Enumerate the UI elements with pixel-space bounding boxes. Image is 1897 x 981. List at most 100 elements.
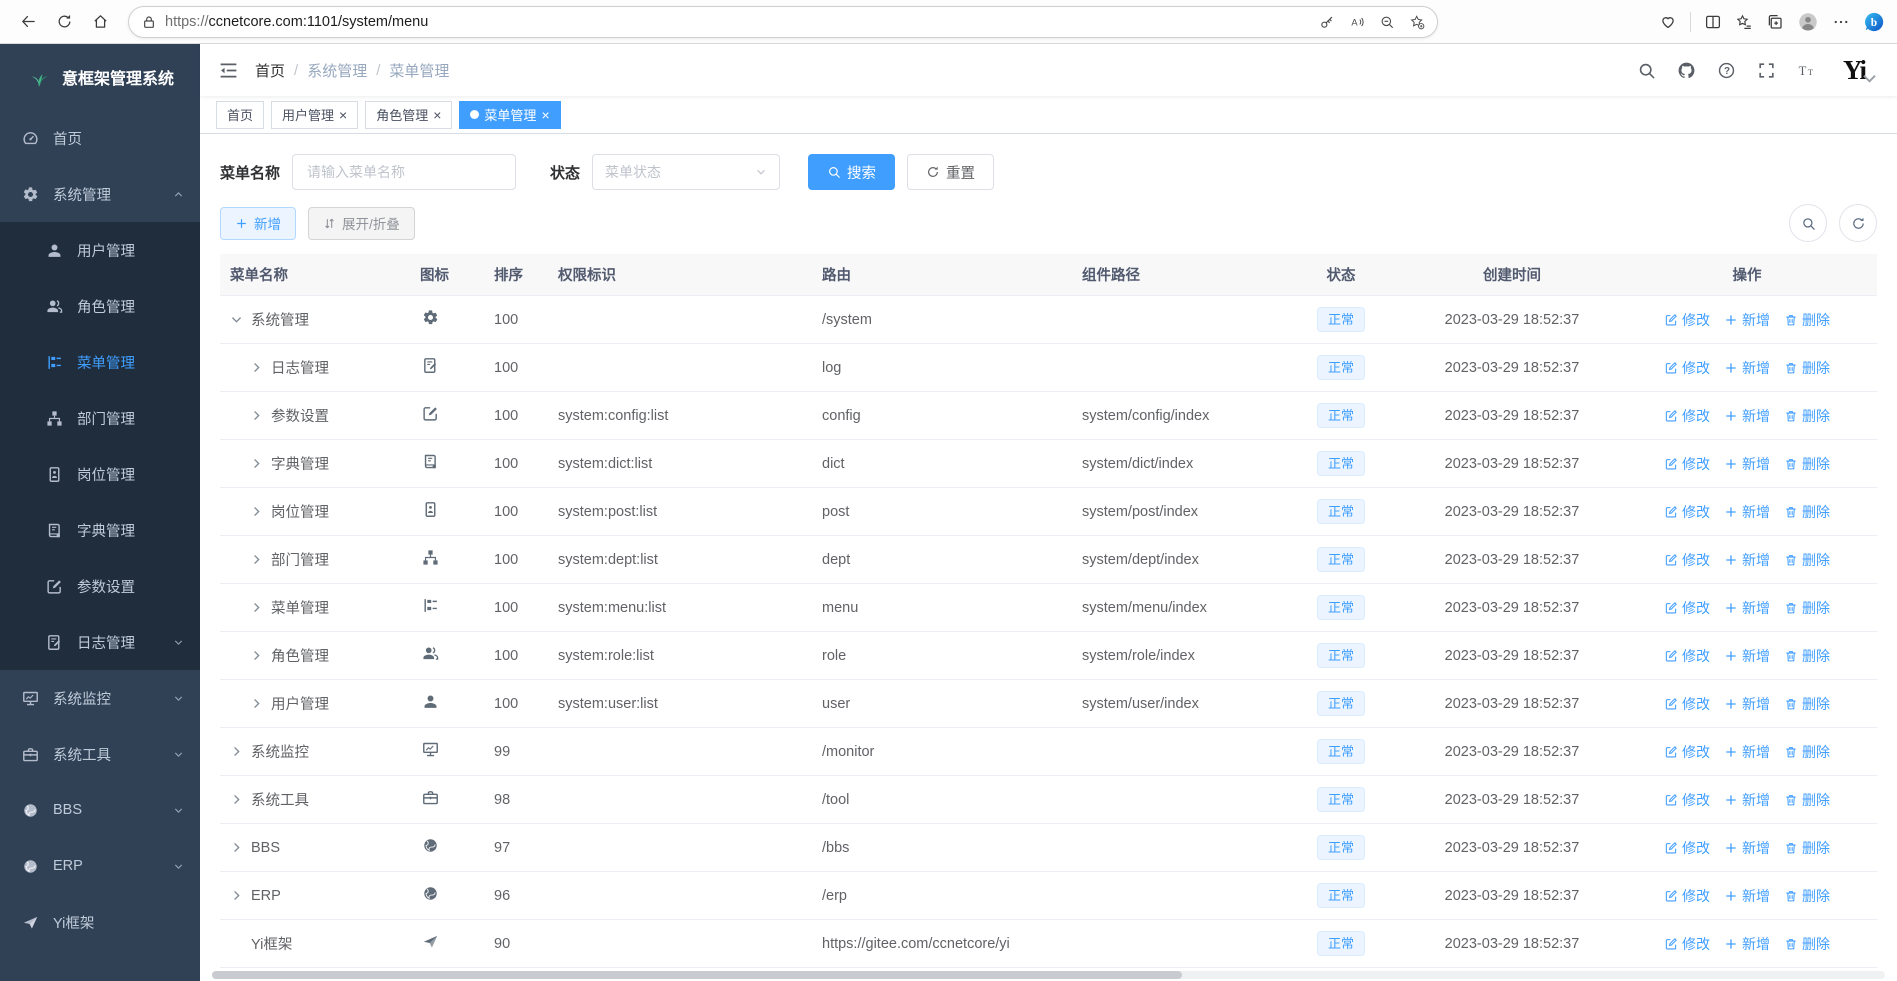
tab-menu[interactable]: 菜单管理 × [459,100,561,129]
profile-avatar-icon[interactable] [1797,11,1819,33]
search-button[interactable]: 搜索 [808,154,896,190]
row-action-delete[interactable]: 删除 [1784,598,1830,618]
app-logo[interactable]: 意框架管理系统 [0,44,200,110]
expand-arrow-icon[interactable] [250,361,263,374]
row-action-add[interactable]: 新增 [1724,406,1770,426]
row-action-edit[interactable]: 修改 [1664,838,1710,858]
expand-arrow-icon[interactable] [250,505,263,518]
sidebar-item-role[interactable]: 角色管理 [0,278,200,334]
row-action-edit[interactable]: 修改 [1664,598,1710,618]
split-screen-icon[interactable] [1704,13,1722,31]
refresh-table-button[interactable] [1839,204,1877,242]
row-action-add[interactable]: 新增 [1724,886,1770,906]
close-icon[interactable]: × [433,106,442,123]
expand-arrow-icon[interactable] [250,649,263,662]
address-bar[interactable]: https://ccnetcore.com:1101/system/menu A [128,5,1438,38]
sidebar-item-user[interactable]: 用户管理 [0,222,200,278]
row-action-edit[interactable]: 修改 [1664,406,1710,426]
tab-home[interactable]: 首页 [216,100,265,129]
expand-arrow-icon[interactable] [230,745,243,758]
row-action-add[interactable]: 新增 [1724,838,1770,858]
row-action-delete[interactable]: 删除 [1784,358,1830,378]
favorite-add-icon[interactable] [1409,14,1425,30]
breadcrumb-item[interactable]: 首页 [255,62,286,80]
expand-collapse-button[interactable]: 展开/折叠 [308,206,415,240]
fullscreen-icon[interactable] [1757,61,1776,80]
expand-arrow-icon[interactable] [250,553,263,566]
github-icon[interactable] [1677,61,1696,80]
expand-arrow-icon[interactable] [230,793,243,806]
tab-role[interactable]: 角色管理 × [365,100,453,129]
menu-name-input[interactable] [292,154,517,190]
row-action-delete[interactable]: 删除 [1784,838,1830,858]
sidebar-item-monitor[interactable]: 系统监控 [0,670,200,726]
sidebar-item-tool[interactable]: 系统工具 [0,726,200,782]
row-action-add[interactable]: 新增 [1724,502,1770,522]
sidebar-item-yi[interactable]: Yi框架 [0,894,200,950]
show-search-toggle-button[interactable] [1789,204,1827,242]
row-action-add[interactable]: 新增 [1724,694,1770,714]
row-action-delete[interactable]: 删除 [1784,310,1830,330]
row-action-delete[interactable]: 删除 [1784,406,1830,426]
user-avatar-menu[interactable]: Yi [1843,56,1879,84]
row-action-add[interactable]: 新增 [1724,550,1770,570]
read-aloud-icon[interactable]: A [1349,14,1365,30]
row-action-edit[interactable]: 修改 [1664,358,1710,378]
row-action-delete[interactable]: 删除 [1784,790,1830,810]
expand-arrow-icon[interactable] [250,697,263,710]
row-action-delete[interactable]: 删除 [1784,934,1830,954]
collapse-arrow-icon[interactable] [230,313,243,326]
favorites-icon[interactable] [1735,13,1753,31]
row-action-add[interactable]: 新增 [1724,454,1770,474]
browser-essentials-icon[interactable] [1659,13,1677,31]
row-action-edit[interactable]: 修改 [1664,646,1710,666]
row-action-edit[interactable]: 修改 [1664,694,1710,714]
add-button[interactable]: 新增 [220,206,296,240]
row-action-delete[interactable]: 删除 [1784,550,1830,570]
sidebar-item-home[interactable]: 首页 [0,110,200,166]
row-action-delete[interactable]: 删除 [1784,742,1830,762]
key-icon[interactable] [1319,14,1335,30]
row-action-add[interactable]: 新增 [1724,646,1770,666]
hamburger-icon[interactable] [218,60,239,81]
row-action-edit[interactable]: 修改 [1664,742,1710,762]
row-action-edit[interactable]: 修改 [1664,790,1710,810]
close-icon[interactable]: × [541,106,550,123]
sidebar-item-menu[interactable]: 菜单管理 [0,334,200,390]
sidebar-item-dept[interactable]: 部门管理 [0,390,200,446]
header-search-icon[interactable] [1637,61,1656,80]
close-icon[interactable]: × [339,106,348,123]
row-action-add[interactable]: 新增 [1724,358,1770,378]
expand-arrow-icon[interactable] [230,841,243,854]
expand-arrow-icon[interactable] [250,457,263,470]
row-action-add[interactable]: 新增 [1724,934,1770,954]
status-select[interactable]: 菜单状态 [592,154,781,190]
browser-back-icon[interactable] [12,6,44,38]
row-action-edit[interactable]: 修改 [1664,502,1710,522]
row-action-delete[interactable]: 删除 [1784,694,1830,714]
row-action-add[interactable]: 新增 [1724,598,1770,618]
tab-user[interactable]: 用户管理 × [271,100,359,129]
row-action-add[interactable]: 新增 [1724,310,1770,330]
sidebar-item-dict[interactable]: 字典管理 [0,502,200,558]
scrollbar-thumb[interactable] [212,971,1183,979]
row-action-edit[interactable]: 修改 [1664,310,1710,330]
row-action-edit[interactable]: 修改 [1664,934,1710,954]
row-action-add[interactable]: 新增 [1724,742,1770,762]
browser-home-icon[interactable] [84,6,116,38]
row-action-delete[interactable]: 删除 [1784,454,1830,474]
more-menu-icon[interactable] [1832,13,1850,31]
copilot-icon[interactable]: b [1863,11,1885,33]
help-icon[interactable]: ? [1717,61,1736,80]
row-action-edit[interactable]: 修改 [1664,454,1710,474]
collections-icon[interactable] [1766,13,1784,31]
expand-arrow-icon[interactable] [250,409,263,422]
row-action-edit[interactable]: 修改 [1664,550,1710,570]
sidebar-item-erp[interactable]: ERP [0,838,200,894]
row-action-edit[interactable]: 修改 [1664,886,1710,906]
browser-refresh-icon[interactable] [48,6,80,38]
expand-arrow-icon[interactable] [230,889,243,902]
row-action-add[interactable]: 新增 [1724,790,1770,810]
row-action-delete[interactable]: 删除 [1784,886,1830,906]
